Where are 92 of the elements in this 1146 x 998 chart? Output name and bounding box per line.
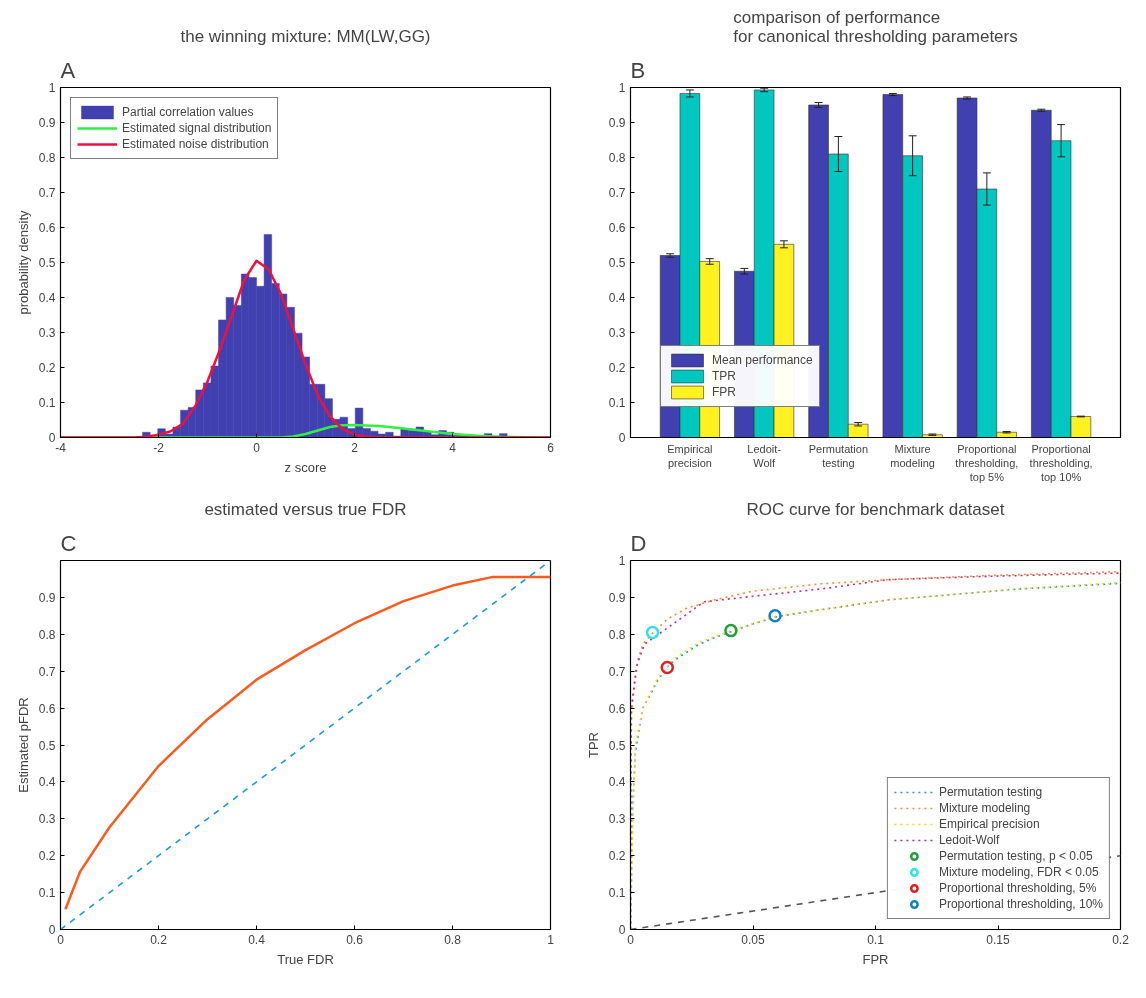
y-tick-label: 0.8 <box>608 627 626 642</box>
x-tick-label: 0.2 <box>1112 932 1130 947</box>
y-tick-label: 0.7 <box>608 664 626 679</box>
y-axis-title: Estimated pFDR <box>15 697 31 793</box>
y-tick-label: 0.2 <box>38 361 56 375</box>
x-axis-title: True FDR <box>277 951 334 967</box>
text: C <box>60 530 77 556</box>
y-tick-label: 0.2 <box>38 849 56 864</box>
y-tick-label: 0.9 <box>38 116 56 130</box>
chart-title: the winning mixture: MM(LW,GG) <box>180 26 431 46</box>
y-tick-label: 0.5 <box>608 738 626 753</box>
legend-label: Mixture modeling <box>938 801 1031 815</box>
y-axis-title: TPR <box>585 732 601 758</box>
y-tick-label: 0.5 <box>608 256 626 270</box>
y-tick-label: 0.6 <box>608 221 626 235</box>
y-tick-label: 0.9 <box>608 590 626 605</box>
x-tick-label: 1 <box>547 932 555 947</box>
y-tick-label: 0.1 <box>608 886 626 901</box>
y-tick-label: 0.4 <box>608 775 626 790</box>
y-tick-label: 0.9 <box>38 590 56 605</box>
x-axis-title: FPR <box>862 951 889 967</box>
legend-label: Estimated noise distribution <box>122 137 269 151</box>
x-tick-label: 6 <box>547 440 555 455</box>
x-tick-label: 0.2 <box>150 932 168 947</box>
y-tick-label: 0.4 <box>38 775 56 790</box>
x-tick-label: 4 <box>449 440 457 455</box>
y-tick-label: 0 <box>48 923 56 937</box>
x-tick-label: 2 <box>351 440 359 455</box>
y-tick-label: 0 <box>618 923 626 937</box>
y-tick-label: 0.4 <box>608 291 626 305</box>
y-tick-label: 0 <box>48 431 56 445</box>
y-tick-label: 1 <box>48 81 56 95</box>
x-tick-label: Mixture modeling <box>890 442 935 469</box>
x-tick-label: 0.15 <box>986 932 1010 947</box>
y-tick-label: 0.7 <box>608 186 626 200</box>
y-tick-label: 1 <box>618 81 626 95</box>
x-tick-label: Empirical precision <box>667 442 713 469</box>
legend-label: Proportional thresholding, 5% <box>938 881 1097 895</box>
chart-title: comparison of performance for canonical thresholding parameters <box>733 7 1018 46</box>
x-tick-label: 0.6 <box>346 932 364 947</box>
x-tick-label: Ledoit- Wolf <box>747 442 782 469</box>
x-tick-label: Permutation testing <box>808 442 869 469</box>
y-tick-label: 0.9 <box>608 116 626 130</box>
legend-label: Permutation testing <box>938 785 1043 799</box>
y-tick-label: 0.7 <box>38 186 56 200</box>
legend-label: Ledoit-Wolf <box>938 833 1000 847</box>
y-tick-label: 0 <box>618 431 626 445</box>
y-tick-label: 0.8 <box>38 151 56 165</box>
legend-label: Empirical precision <box>938 817 1040 831</box>
legend-label: Permutation testing, p < 0.05 <box>938 849 1093 863</box>
y-tick-label: 0.3 <box>608 812 626 827</box>
y-tick-label: 1 <box>618 554 626 568</box>
x-tick-label: Proportional thresholding, top 10% <box>1029 442 1093 484</box>
y-tick-label: 0.8 <box>38 627 56 642</box>
y-tick-label: 0.1 <box>38 886 56 901</box>
legend-label: Estimated signal distribution <box>122 121 272 135</box>
legend-label: FPR <box>712 385 736 399</box>
text: A <box>60 57 76 83</box>
x-tick-label: 0.1 <box>867 932 885 947</box>
x-tick-label: 0 <box>253 440 261 455</box>
y-tick-label: 0.3 <box>38 326 56 340</box>
y-tick-label: 0.2 <box>608 361 626 375</box>
y-tick-label: 0.2 <box>608 849 626 864</box>
x-tick-label: Proportional thresholding, top 5% <box>955 442 1019 484</box>
y-tick-label: 0.4 <box>38 291 56 305</box>
chart-title: estimated versus true FDR <box>204 499 407 519</box>
x-tick-label: 0.4 <box>248 932 266 947</box>
y-axis-title: probability density <box>15 209 31 315</box>
legend-label: Mean performance <box>712 353 813 367</box>
x-tick-label: -2 <box>153 440 165 455</box>
text: D <box>630 530 647 556</box>
x-axis-title: z score <box>284 459 327 475</box>
legend-label: Mixture modeling, FDR < 0.05 <box>938 865 1099 879</box>
y-tick-label: 0.6 <box>608 701 626 716</box>
y-tick-label: 0.5 <box>38 738 56 753</box>
x-tick-label: -4 <box>55 440 67 455</box>
y-tick-label: 0.8 <box>608 151 626 165</box>
y-tick-label: 0.1 <box>38 396 56 410</box>
chart-title: ROC curve for benchmark dataset <box>746 499 1005 519</box>
y-tick-label: 0.6 <box>38 221 56 235</box>
x-tick-label: 0.8 <box>444 932 462 947</box>
legend-label: TPR <box>712 369 736 383</box>
legend-label: Proportional thresholding, 10% <box>938 897 1103 911</box>
y-tick-label: 0.7 <box>38 664 56 679</box>
y-tick-label: 0.5 <box>38 256 56 270</box>
text: B <box>630 57 646 83</box>
y-tick-label: 0.6 <box>38 701 56 716</box>
legend-label: Partial correlation values <box>122 105 254 119</box>
y-tick-label: 0.3 <box>38 812 56 827</box>
y-tick-label: 0.3 <box>608 326 626 340</box>
y-tick-label: 0.1 <box>608 396 626 410</box>
x-tick-label: 0.05 <box>741 932 765 947</box>
